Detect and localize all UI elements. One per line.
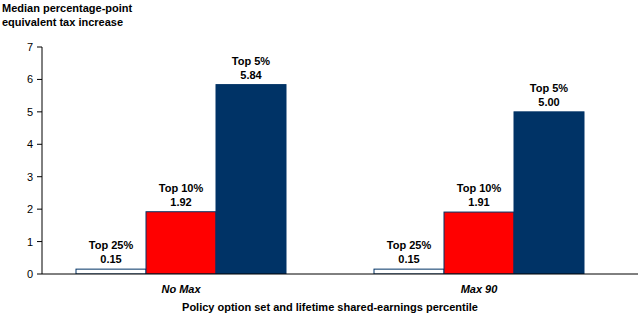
data-label-series: Top 25% [89, 239, 134, 251]
y-tick [37, 274, 42, 275]
y-tick [37, 144, 42, 145]
y-tick [37, 176, 42, 177]
y-tick-label: 0 [27, 268, 33, 280]
bar [76, 269, 146, 274]
y-tick-label: 1 [27, 236, 33, 248]
y-tick [37, 47, 42, 48]
bar [514, 112, 584, 274]
y-tick [37, 241, 42, 242]
data-label-series: Top 5% [530, 82, 569, 94]
x-axis [42, 274, 638, 275]
y-tick-label: 7 [27, 41, 33, 53]
data-label-value: 1.92 [170, 196, 191, 208]
x-axis-title: Policy option set and lifetime shared-ea… [182, 301, 478, 313]
x-tick-label: Max 90 [461, 283, 499, 295]
y-tick [37, 79, 42, 80]
bar [374, 269, 444, 274]
data-labels: Top 25% 0.15 Top 10% 1.92 Top 5% 5.84 Top 25% 0… [89, 55, 569, 266]
bar [216, 85, 286, 274]
y-tick-label: 3 [27, 171, 33, 183]
y-tick [37, 209, 42, 210]
y-tick-label: 6 [27, 73, 33, 85]
chart: 0 1 2 3 4 5 6 7 Top 25% 0.15 Top 10% 1.92 Top 5% 5.84… [0, 0, 644, 318]
y-tick [37, 111, 42, 112]
y-axis-title: Median percentage-point equivalent tax i… [2, 1, 177, 29]
y-axis [42, 47, 43, 274]
data-label-series: Top 5% [232, 55, 271, 67]
data-label-value: 5.00 [538, 96, 559, 108]
data-label-series: Top 10% [159, 182, 204, 194]
data-label-value: 5.84 [240, 69, 262, 81]
y-tick-label: 2 [27, 203, 33, 215]
y-tick-label: 4 [27, 138, 33, 150]
bar [146, 212, 216, 274]
bar [444, 212, 514, 274]
bars [76, 85, 584, 274]
y-tick-label: 5 [27, 106, 33, 118]
data-label-series: Top 10% [457, 182, 502, 194]
x-tick-label: No Max [161, 283, 201, 295]
data-label-value: 0.15 [100, 253, 121, 265]
data-label-value: 1.91 [468, 196, 489, 208]
data-label-series: Top 25% [387, 239, 432, 251]
data-label-value: 0.15 [398, 253, 419, 265]
